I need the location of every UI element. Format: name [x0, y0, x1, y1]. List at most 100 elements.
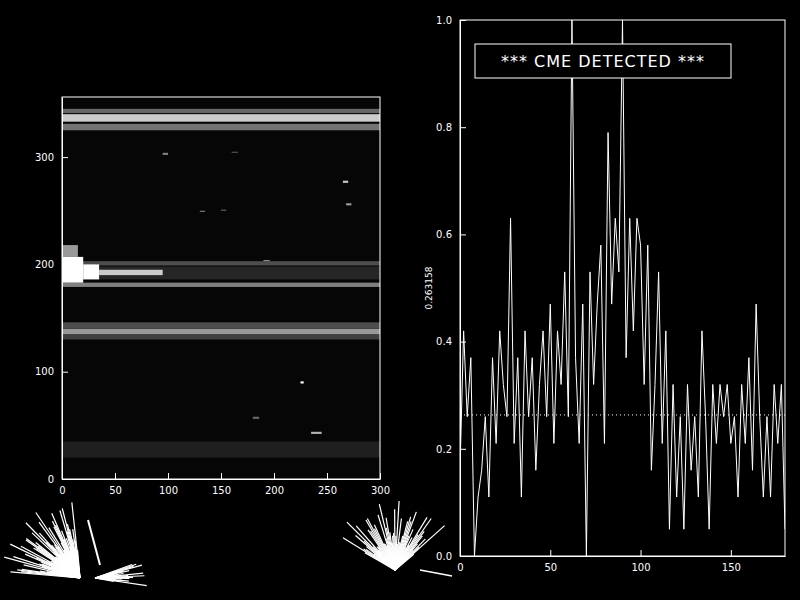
fan-ray — [365, 553, 395, 570]
heatmap-cell — [99, 270, 163, 275]
heatmap-panel: 0 50 100 150 200 250 300 0 100 200 300 — [35, 97, 390, 496]
fan-ray — [95, 564, 136, 578]
tick: 250 — [318, 473, 337, 496]
tick-mark — [460, 234, 466, 235]
x-axis: 0 50 100 150 200 250 300 — [59, 473, 390, 496]
tick-mark — [62, 479, 68, 480]
heatmap-cell — [62, 114, 380, 122]
fan-ray — [395, 501, 399, 570]
line-panel: 0501001500.00.20.40.60.81.00.263158*** C… — [424, 15, 786, 573]
fan-pointer — [420, 570, 452, 576]
tick-mark — [460, 342, 466, 343]
fan-glyph-right — [343, 501, 445, 570]
tick: 0.8 — [436, 122, 466, 133]
heatmap-cell — [62, 109, 380, 113]
tick-label: 100 — [159, 485, 178, 496]
plot-background — [460, 20, 785, 556]
tick-label: 100 — [35, 366, 54, 377]
tick: 50 — [544, 550, 557, 573]
annotation: *** CME DETECTED *** — [501, 52, 705, 71]
heatmap-cell — [253, 417, 259, 419]
heatmap-cell — [200, 211, 205, 212]
heatmap-cell — [232, 152, 238, 153]
heatmap-cell — [62, 267, 380, 280]
tick: 300 — [371, 473, 390, 496]
tick: 0.6 — [436, 229, 466, 240]
tick-mark — [327, 473, 328, 479]
tick: 100 — [35, 366, 68, 377]
tick: 150 — [212, 473, 231, 496]
heatmap-cell — [163, 153, 168, 155]
heatmap-cell — [62, 283, 380, 287]
fan-ray — [95, 564, 132, 578]
heatmap-cell — [62, 334, 380, 339]
fan-ray — [356, 536, 395, 570]
tick-mark — [460, 449, 466, 450]
fan-ray — [364, 541, 395, 570]
y-axis: 0.00.20.40.60.81.0 — [436, 15, 466, 562]
heatmap-cell — [301, 381, 304, 383]
y-axis: 0 100 200 300 — [35, 98, 68, 485]
fan-glyph-left — [4, 502, 80, 578]
fan-ray — [10, 572, 80, 578]
plot-frame — [460, 20, 785, 556]
fan-ray — [364, 549, 395, 570]
plot-background — [62, 97, 380, 479]
tick-label: 300 — [35, 152, 54, 163]
tick: 150 — [722, 550, 741, 573]
tick-mark — [221, 473, 222, 479]
x-axis-line — [63, 479, 381, 480]
heatmap-cell — [62, 441, 380, 457]
marks — [460, 20, 785, 556]
heatmap-cell — [62, 329, 380, 334]
plot-frame — [62, 97, 380, 479]
fan-ray — [95, 565, 142, 578]
tick: 100 — [632, 550, 651, 573]
tick: 0.0 — [436, 551, 466, 562]
heatmap-cell — [221, 210, 226, 211]
y-axis-line — [460, 21, 461, 557]
tick: 0.4 — [436, 336, 466, 347]
tick-mark — [460, 556, 466, 557]
annotation-box — [475, 44, 731, 78]
marks — [62, 109, 380, 458]
fan-pointer — [88, 520, 100, 565]
tick-label: 150 — [212, 485, 231, 496]
tick-mark — [731, 550, 732, 556]
fan-ray — [395, 518, 431, 570]
tick-mark — [460, 20, 466, 21]
tick-mark — [62, 264, 68, 265]
tick-mark — [641, 550, 642, 556]
tick: 200 — [265, 473, 284, 496]
fan-glyph-left-tail — [95, 564, 147, 585]
tick-label: 200 — [35, 259, 54, 270]
fan-ray — [26, 523, 80, 578]
heatmap-cell — [62, 257, 83, 283]
heatmap-cell — [343, 181, 348, 183]
y-axis-title: 0.263158 — [424, 266, 434, 309]
tick: 200 — [35, 259, 68, 270]
tick: 50 — [109, 473, 122, 496]
heatmap-cell — [263, 260, 269, 261]
tick-label: 0.4 — [436, 336, 452, 347]
tick-label: 1.0 — [436, 15, 452, 26]
data-line — [460, 20, 785, 556]
tick-label: 0 — [457, 562, 463, 573]
tick-mark — [62, 157, 68, 158]
tick-label: 50 — [109, 485, 122, 496]
tick-mark — [274, 473, 275, 479]
heatmap-cell — [62, 245, 78, 257]
tick-label: 300 — [371, 485, 390, 496]
heatmap-cell — [83, 264, 99, 279]
tick-label: 0.6 — [436, 229, 452, 240]
tick-mark — [115, 473, 116, 479]
tick: 300 — [35, 152, 68, 163]
fan-ray — [347, 522, 395, 570]
tick: 0 — [48, 474, 68, 485]
fan-ray — [95, 578, 147, 586]
tick-label: 0 — [59, 485, 65, 496]
tick-mark — [550, 550, 551, 556]
tick-mark — [62, 372, 68, 373]
heatmap-cell — [62, 261, 380, 265]
tick-mark — [380, 473, 381, 479]
